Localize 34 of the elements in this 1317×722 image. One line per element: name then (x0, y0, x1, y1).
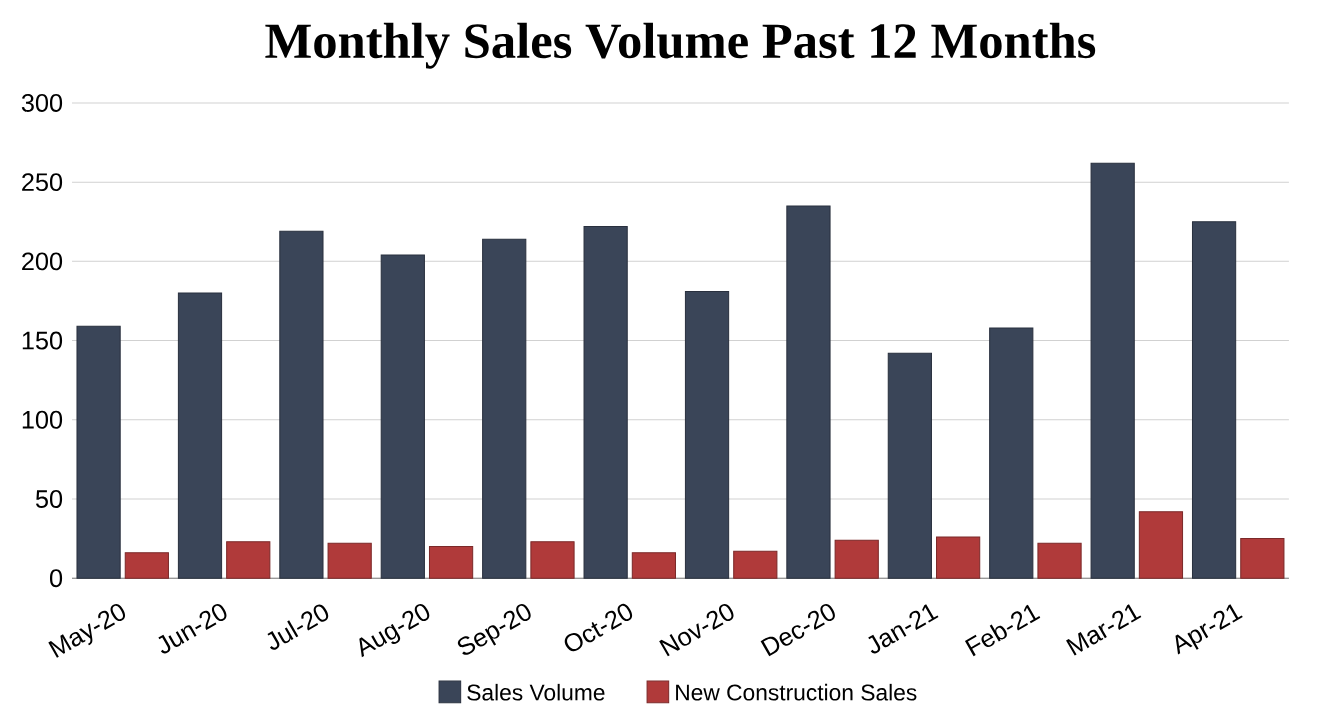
bar (936, 536, 981, 579)
bar (279, 230, 324, 579)
y-tick-label: 50 (35, 489, 63, 508)
bar (226, 541, 271, 579)
bar (989, 327, 1034, 579)
bar (583, 225, 628, 579)
chart-title: Monthly Sales Volume Past 12 Months (265, 22, 1096, 69)
bar (124, 552, 169, 579)
y-tick-label: 250 (22, 173, 63, 192)
bar (530, 541, 575, 579)
legend-label: New Construction Sales (676, 683, 917, 701)
bar (733, 550, 778, 579)
y-tick-label: 0 (49, 569, 63, 588)
y-tick-label: 300 (21, 93, 63, 112)
bar (428, 545, 474, 579)
y-tick-label: 150 (22, 331, 63, 350)
bar (1037, 542, 1082, 579)
bar (684, 290, 730, 579)
bar (1240, 537, 1285, 579)
bar (887, 352, 932, 579)
bar (380, 254, 425, 579)
bar (834, 539, 879, 579)
bar (631, 552, 677, 579)
bar (1191, 221, 1237, 579)
bar (482, 238, 527, 579)
bar (1138, 511, 1184, 579)
bar (177, 292, 223, 579)
bar (786, 205, 831, 579)
legend-label: Sales Volume (467, 683, 605, 701)
bar (76, 325, 121, 579)
bar (1090, 162, 1135, 579)
bar (327, 542, 372, 579)
y-tick-label: 100 (22, 410, 63, 429)
y-tick-label: 200 (22, 252, 63, 271)
